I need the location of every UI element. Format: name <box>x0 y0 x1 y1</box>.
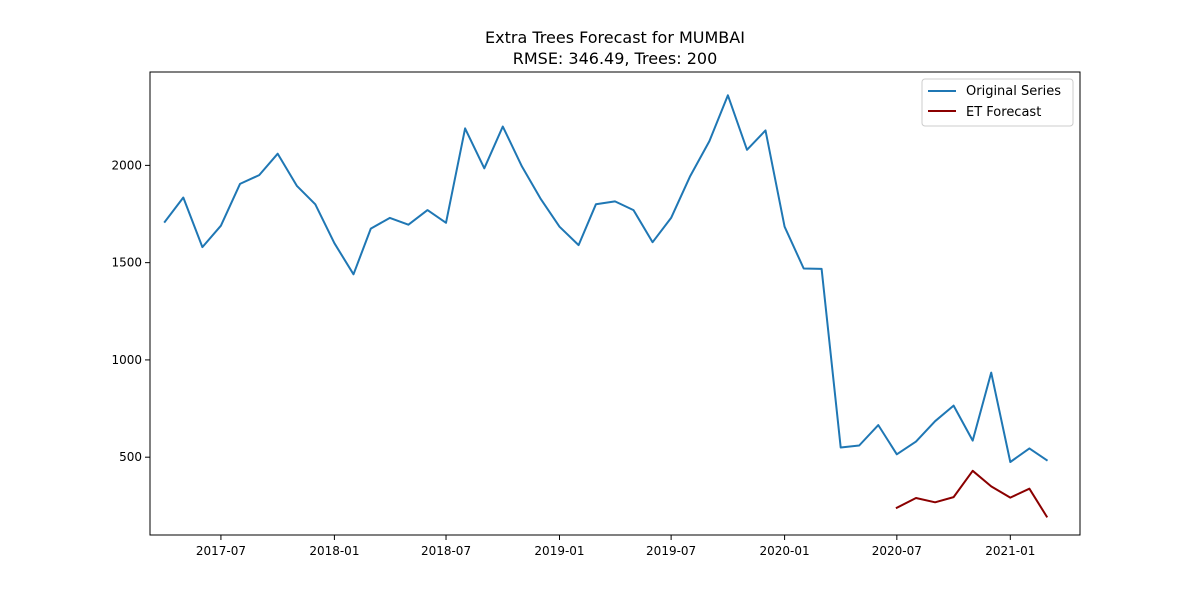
x-tick-label: 2020-07 <box>872 544 922 558</box>
y-tick-label: 1000 <box>111 353 142 367</box>
x-axis: 2017-07 2018-01 2018-07 2019-01 2019-07 2020-… <box>196 535 1035 558</box>
x-tick-label: 2018-01 <box>309 544 359 558</box>
x-tick-label: 2021-01 <box>985 544 1035 558</box>
x-tick-label: 2019-01 <box>534 544 584 558</box>
plot-frame <box>149 71 1081 536</box>
legend-box <box>921 78 1074 127</box>
chart-subtitle: RMSE: 346.49, Trees: 200 <box>513 49 718 68</box>
original-series-line <box>163 94 1049 463</box>
y-tick-label: 500 <box>119 450 142 464</box>
x-tick-label: 2017-07 <box>196 544 246 558</box>
y-tick-label: 2000 <box>111 158 142 172</box>
legend: Original Series ET Forecast <box>921 78 1074 127</box>
plot-series <box>163 94 1049 518</box>
x-tick-label: 2018-07 <box>421 544 471 558</box>
x-tick-label: 2020-01 <box>760 544 810 558</box>
legend-label-forecast: ET Forecast <box>966 105 1041 120</box>
y-tick-label: 1500 <box>111 256 142 270</box>
chart-title: Extra Trees Forecast for MUMBAI <box>485 28 745 47</box>
y-axis: 500 1000 1500 2000 <box>111 158 150 464</box>
legend-label-original: Original Series <box>966 84 1061 99</box>
x-tick-label: 2019-07 <box>646 544 696 558</box>
forecast-series-line <box>895 469 1049 518</box>
